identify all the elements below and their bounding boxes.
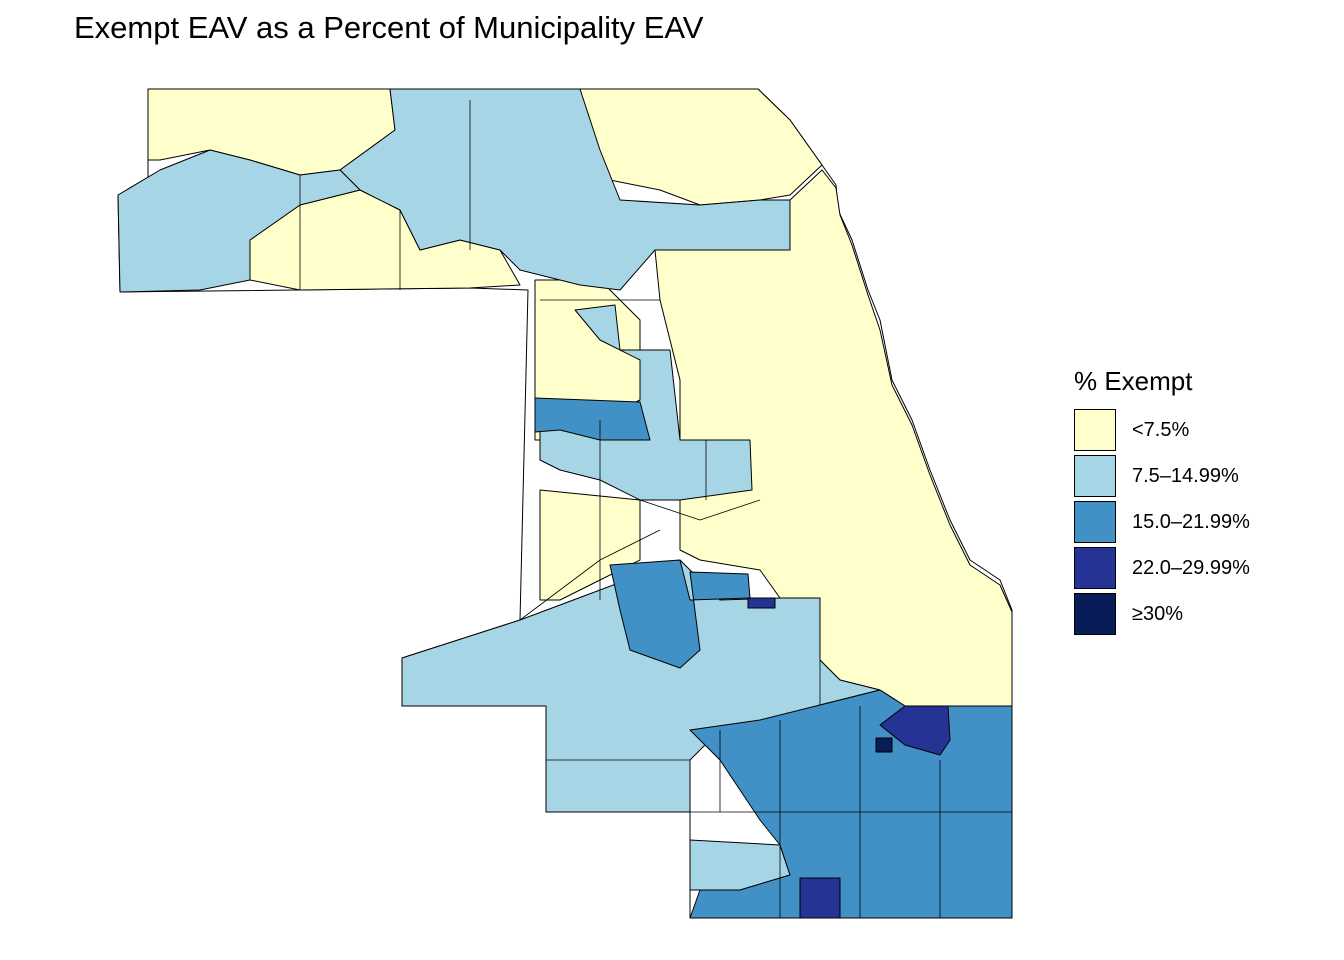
legend-label: 15.0–21.99% (1132, 510, 1250, 533)
legend: % Exempt <7.5% 7.5–14.99% 15.0–21.99% 22… (1074, 366, 1250, 637)
legend-label: ≥30% (1132, 602, 1184, 625)
map-title: Exempt EAV as a Percent of Municipality … (74, 10, 704, 45)
legend-label: 22.0–29.99% (1132, 556, 1250, 579)
legend-title: % Exempt (1074, 366, 1193, 396)
region-dark-south (799, 877, 841, 919)
legend-swatch (1074, 593, 1116, 635)
region-dark-east (879, 705, 951, 756)
legend-item: 7.5–14.99% (1074, 453, 1250, 499)
legend-label: 7.5–14.99% (1132, 464, 1239, 487)
region-southwest-pocket (609, 559, 751, 669)
legend-label: <7.5% (1132, 418, 1190, 441)
region-dark-small (747, 597, 776, 609)
region-north-central (339, 88, 791, 291)
legend-swatch (1074, 547, 1116, 589)
legend-swatch (1074, 409, 1116, 451)
legend-item: 15.0–21.99% (1074, 499, 1250, 545)
region-chicago (654, 169, 1013, 707)
legend-item: <7.5% (1074, 407, 1250, 453)
region-northwest-west (117, 149, 361, 293)
legend-item: 22.0–29.99% (1074, 545, 1250, 591)
legend-item: ≥30% (1074, 591, 1250, 637)
legend-swatch (1074, 455, 1116, 497)
legend-swatch (1074, 501, 1116, 543)
region-navy (875, 737, 893, 753)
region-west-mid (539, 304, 753, 501)
